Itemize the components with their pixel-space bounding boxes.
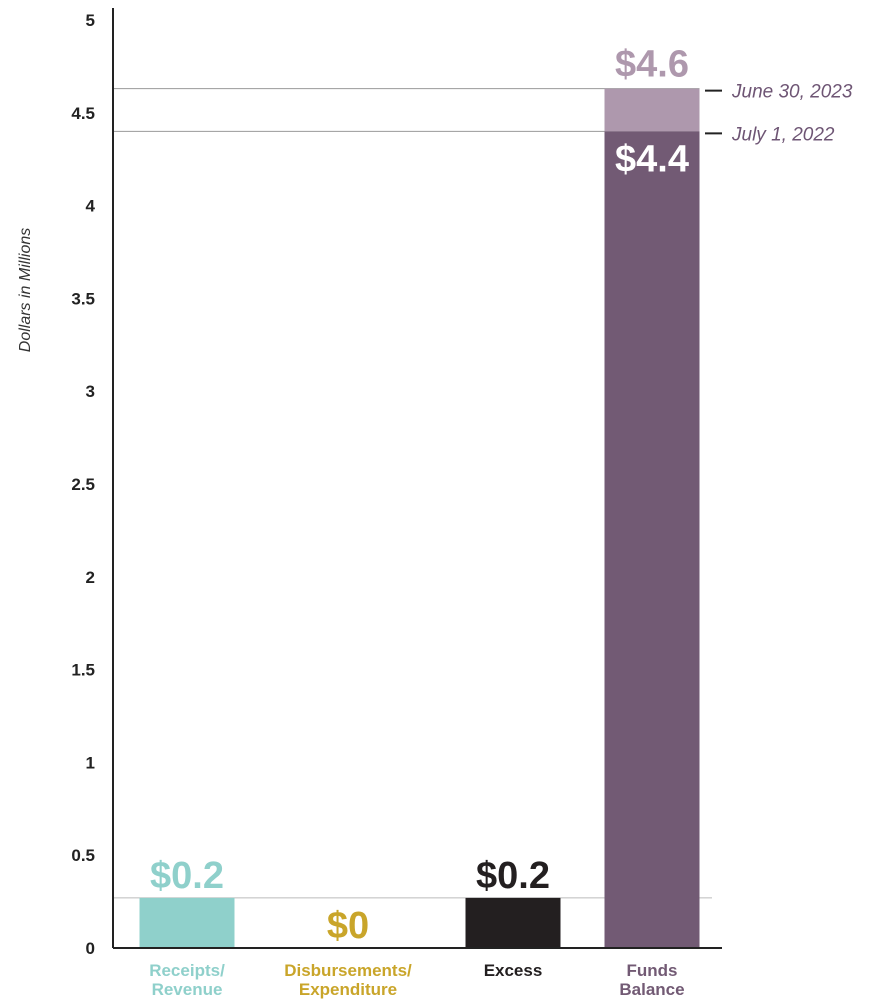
annotation-label: July 1, 2022 bbox=[731, 124, 835, 145]
data-label: $4.4 bbox=[615, 138, 689, 180]
data-label: $0 bbox=[327, 905, 369, 947]
bar bbox=[604, 131, 700, 949]
y-tick-label: 1 bbox=[86, 753, 95, 772]
category-label: Funds Balance bbox=[619, 961, 684, 999]
y-tick-labels: 0 0.5 1 1.5 2 2.5 3 3.5 4 4.5 5 bbox=[71, 11, 95, 958]
category-label: Excess bbox=[484, 961, 543, 980]
data-label: $0.2 bbox=[150, 855, 224, 897]
bar bbox=[465, 897, 561, 948]
y-tick-label: 2 bbox=[86, 568, 95, 587]
y-tick-label: 3 bbox=[86, 382, 95, 401]
y-tick-label: 0 bbox=[86, 939, 95, 958]
annotation-label: June 30, 2023 bbox=[731, 82, 853, 103]
category-label: Disbursements/Expenditure bbox=[284, 961, 412, 999]
y-tick-label: 4.5 bbox=[71, 104, 95, 123]
annotations: June 30, 2023 July 1, 2022 bbox=[705, 82, 853, 145]
bars bbox=[139, 88, 700, 949]
axes bbox=[112, 8, 722, 949]
y-tick-label: 2.5 bbox=[71, 475, 95, 494]
category-labels: Receipts/Revenue Disbursements/Expenditur… bbox=[149, 961, 684, 999]
data-label: $0.2 bbox=[476, 855, 550, 897]
y-tick-label: 1.5 bbox=[71, 661, 95, 680]
bar bbox=[139, 897, 235, 948]
y-tick-label: 5 bbox=[86, 11, 95, 30]
y-tick-label: 4 bbox=[86, 197, 96, 216]
y-tick-label: 0.5 bbox=[71, 846, 95, 865]
y-axis-label: Dollars in Millions bbox=[17, 228, 34, 352]
bar-segment-increase bbox=[604, 88, 700, 132]
y-tick-label: 3.5 bbox=[71, 289, 95, 308]
data-label-end-balance: $4.6 bbox=[615, 44, 689, 86]
category-label: Receipts/Revenue bbox=[149, 961, 225, 999]
data-labels: $0.2 $0 $0.2 $4.4 $4.6 bbox=[150, 44, 689, 947]
